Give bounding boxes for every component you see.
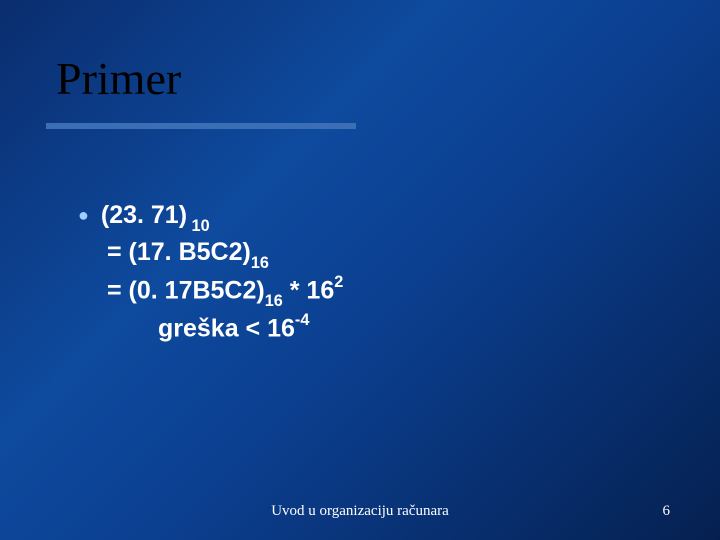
line3-mid: * 16: [283, 276, 334, 304]
line1-sub: 10: [187, 217, 210, 235]
line3-sup: 2: [334, 273, 343, 291]
slide-body: ● (23. 71) 10 = (17. B5C2)16 = (0. 17B5C…: [78, 198, 343, 345]
line2-pre: = (17. B5C2): [107, 238, 251, 266]
bullet-icon: ●: [78, 203, 89, 228]
footer-text: Uvod u organizaciju računara: [0, 503, 720, 520]
line2: = (17. B5C2)16: [107, 235, 343, 272]
line3-sub: 16: [265, 292, 283, 310]
line3: = (0. 17B5C2)16 * 162: [107, 273, 343, 311]
title-underline: [46, 123, 356, 129]
line4-sup: -4: [295, 311, 309, 329]
slide-number: 6: [663, 503, 671, 520]
line4-pre: greška < 16: [158, 314, 295, 342]
line2-sub: 16: [251, 254, 269, 272]
title-area: Primer: [56, 52, 181, 105]
line1: (23. 71) 10: [101, 198, 210, 235]
line4: greška < 16-4: [158, 311, 343, 346]
bullet-line-1: ● (23. 71) 10: [78, 198, 343, 235]
slide-title: Primer: [56, 52, 181, 105]
line1-main: (23. 71): [101, 201, 187, 229]
line3-pre: = (0. 17B5C2): [107, 276, 265, 304]
